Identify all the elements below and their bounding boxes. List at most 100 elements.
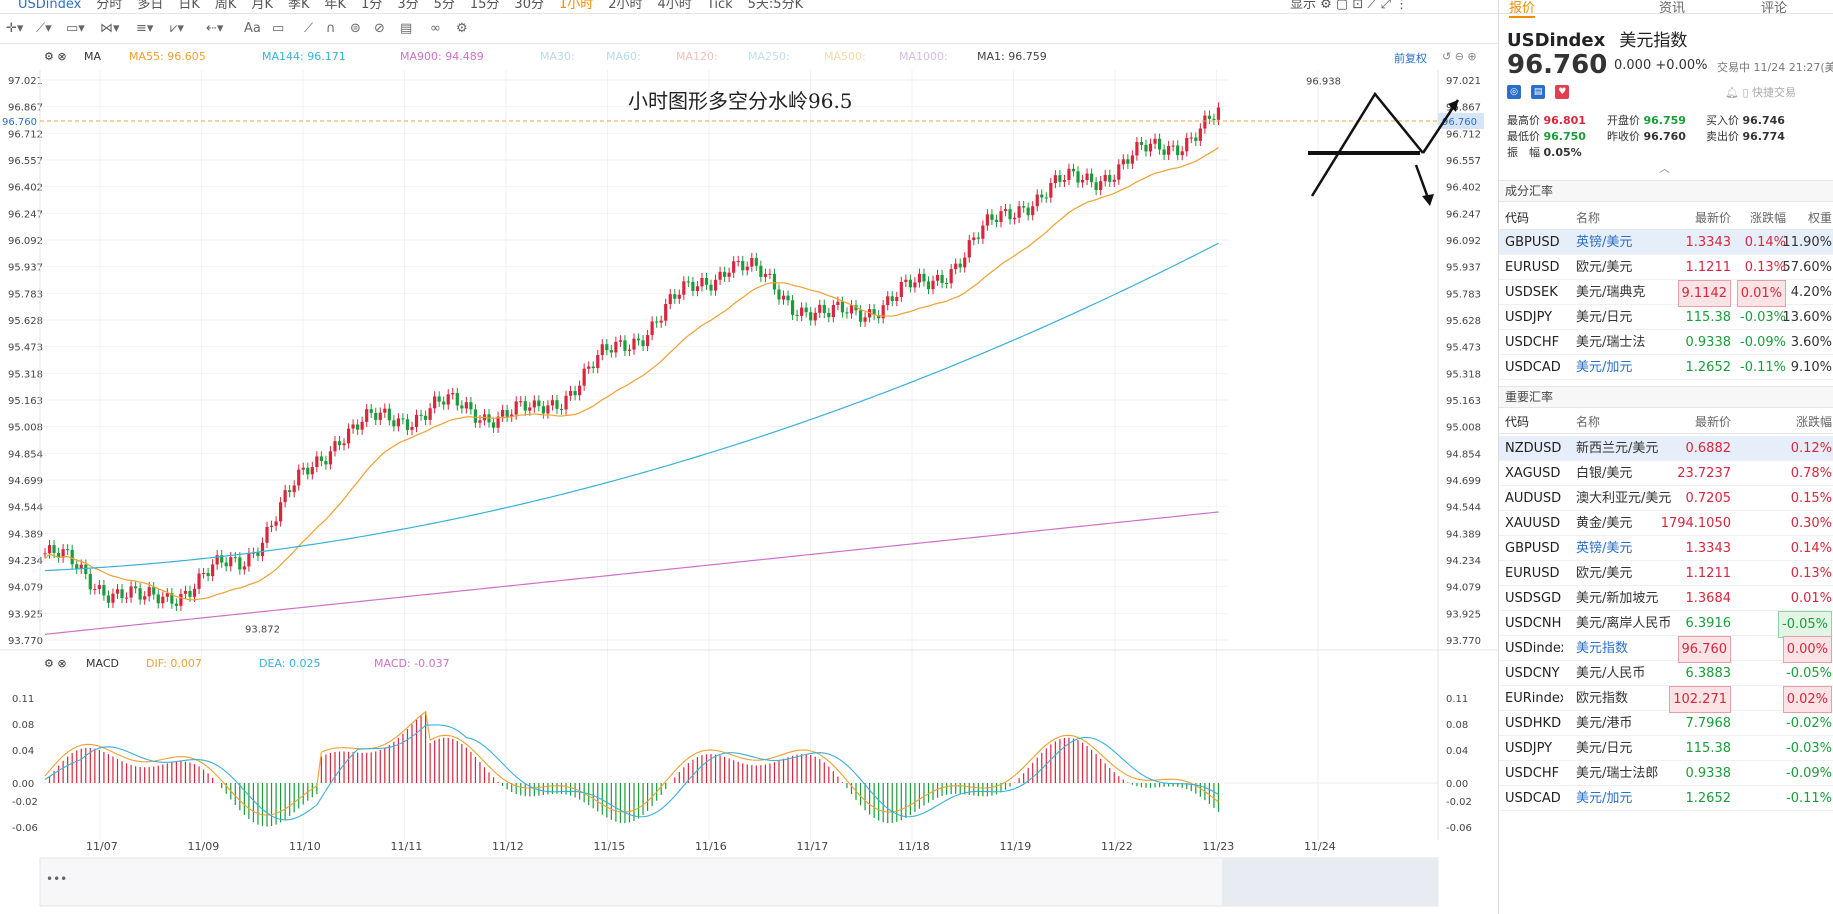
ma-label[interactable]: MA [84,50,102,63]
stat-label: 最高价 [1507,114,1544,127]
price-tick-left: 95.008 [8,423,43,434]
table-row[interactable]: USDCAD 美元/加元 1.2652 -0.11% 9.10% [1499,355,1833,380]
table-row[interactable]: EURindex 欧元指数 102.271 0.02% [1499,686,1833,713]
period-16[interactable]: 5天:5分K [747,0,804,12]
tab-comments[interactable]: 评论 [1761,1,1788,16]
column-header[interactable]: 涨跌幅 [1749,211,1786,225]
crosshair-icon[interactable]: ✛▾ [6,21,24,36]
table-row[interactable]: EURUSD 欧元/美元 1.1211 0.13% 57.60% [1499,255,1833,280]
change-cell: -0.09% [1786,766,1832,781]
period-5[interactable]: 季K [287,0,310,12]
price-cell: 0.7205 [1685,491,1732,506]
link-icon[interactable]: ∞ [430,21,441,36]
table-row[interactable]: GBPUSD 英镑/美元 1.3343 0.14% 11.90% [1499,230,1833,255]
table-row[interactable]: USDCHF 美元/瑞士法 0.9338 -0.09% 3.60% [1499,330,1833,355]
tab-quote[interactable]: 报价 [1509,0,1536,18]
macd-label[interactable]: MACD [86,657,119,670]
table-row[interactable]: USDCNY 美元/人民币 6.3883 -0.05% [1499,661,1833,686]
period-10[interactable]: 15分 [469,0,500,12]
column-header[interactable]: 名称 [1576,211,1601,225]
table-row[interactable]: USDJPY 美元/日元 115.38 -0.03% [1499,736,1833,761]
table-row[interactable]: USDHKD 美元/港币 7.7968 -0.02% [1499,711,1833,736]
pattern-tool-icon[interactable]: ⩗▾ [170,21,184,36]
settings-icon[interactable]: ⚙ [456,21,468,36]
name-cell: 黄金/美元 [1576,516,1633,531]
arrow-tool-icon[interactable]: ⇠▾ [206,21,224,36]
column-header[interactable]: 最新价 [1694,415,1731,429]
collapse-icon[interactable]: ︿ [1659,162,1670,175]
lock-icon[interactable]: ⊜ [350,21,361,36]
period-11[interactable]: 30分 [514,0,544,12]
column-header[interactable]: 代码 [1505,211,1530,225]
candle-body [523,401,527,411]
column-header[interactable]: 最新价 [1694,211,1731,225]
channel-tool-icon[interactable]: ≡▾ [136,21,154,36]
period-4[interactable]: 月K [251,0,273,12]
table-row[interactable]: USDCAD 美元/加元 1.2652 -0.11% [1499,786,1833,811]
candle-body [926,281,931,290]
ruler-icon[interactable]: ⟋ [304,21,314,36]
candle-body [863,317,867,322]
period-1[interactable]: 多日 [137,0,164,12]
candle-body [224,562,228,567]
settings-icon[interactable]: ⚙ ⊗ [44,50,67,63]
table-row[interactable]: XAUUSD 黄金/美元 1794.1050 0.30% [1499,511,1833,536]
hide-icon[interactable]: ⊘ [374,21,385,36]
price-tick-left: 96.557 [8,156,43,167]
line-tool-icon[interactable]: ⟋▾ [36,21,52,36]
settings-icon[interactable]: ⚙ ⊗ [44,657,67,670]
candle-body [931,280,935,290]
table-row[interactable]: GBPUSD 英镑/美元 1.3343 0.14% [1499,536,1833,561]
fib-tool-icon[interactable]: ⋈▾ [100,21,120,36]
period-13[interactable]: 2小时 [608,0,643,12]
doc-icon[interactable]: ▤ [1531,85,1546,99]
table-row[interactable]: USDSEK 美元/瑞典克 9.1142 0.01% 4.20% [1499,280,1833,307]
period-8[interactable]: 3分 [397,0,419,12]
heart-icon[interactable]: ♥ [1555,85,1570,99]
column-header[interactable]: 名称 [1576,415,1601,429]
globe-icon[interactable]: ◎ [1507,85,1521,99]
column-header[interactable]: 权重 [1807,211,1832,225]
shape-tool-icon[interactable]: ▭▾ [66,21,85,36]
display-menu[interactable]: 显示 ⚙ ▢ ⊡ ⟋ ⤢ ⋮ [1290,0,1409,12]
table-row[interactable]: USDCHF 美元/瑞士法郎 0.9338 -0.09% [1499,761,1833,786]
candle-body [1058,175,1062,182]
column-header[interactable]: 涨跌幅 [1795,415,1832,429]
table-row[interactable]: USDindex 美元指数 96.760 0.00% [1499,636,1833,663]
symbol-selector[interactable]: USDindex [18,0,82,12]
candle-body [632,338,636,350]
period-7[interactable]: 1分 [361,0,383,12]
table-row[interactable]: XAGUSD 白银/美元 23.7237 0.78% [1499,461,1833,486]
magnet-icon[interactable]: ∩ [326,21,336,36]
weight-cell: 3.60% [1790,335,1832,350]
zoom-controls-icon[interactable]: ↺ ⊖ ⊕ [1442,50,1477,63]
period-2[interactable]: 日K [178,0,200,12]
table-row[interactable]: AUDUSD 澳大利亚元/美元 0.7205 0.15% [1499,486,1833,511]
quick-trade[interactable]: 🔔︎ ▯ 快捷交易 [1725,84,1796,100]
stat-0: 最高价 96.801 [1507,112,1586,128]
table-row[interactable]: USDSGD 美元/新加坡元 1.3684 0.01% [1499,586,1833,611]
period-6[interactable]: 年K [324,0,347,12]
text-tool-icon[interactable]: Aa [244,21,261,36]
tab-news[interactable]: 资讯 [1659,1,1686,16]
table-row[interactable]: USDCNH 美元/离岸人民币 6.3916 -0.05% [1499,611,1833,638]
price-cell: 115.38 [1685,741,1732,756]
period-14[interactable]: 4小时 [657,0,692,12]
table-row[interactable]: EURUSD 欧元/美元 1.1211 0.13% [1499,561,1833,586]
price-chart[interactable]: 97.021 97.021 96.867 96.867 96.712 96.712 96.5… [0,0,1498,914]
candle-body [143,596,147,600]
column-header[interactable]: 代码 [1505,415,1530,429]
table-row[interactable]: USDJPY 美元/日元 115.38 -0.03% 13.60% [1499,305,1833,330]
restore-button[interactable]: 前复权 [1394,52,1427,65]
period-12[interactable]: 1小时 [558,0,594,12]
table-row[interactable]: NZDUSD 新西兰元/美元 0.6882 0.12% [1499,436,1833,461]
candle-body [378,412,382,420]
period-3[interactable]: 周K [214,0,237,12]
period-15[interactable]: Tick [706,0,733,12]
period-0[interactable]: 分时 [96,0,123,12]
candle-body [840,301,845,313]
comment-tool-icon[interactable]: ▭ [272,21,285,36]
period-9[interactable]: 5分 [433,0,455,12]
price-tick-left: 95.473 [8,343,43,354]
trash-icon[interactable]: ▤ [400,21,413,36]
